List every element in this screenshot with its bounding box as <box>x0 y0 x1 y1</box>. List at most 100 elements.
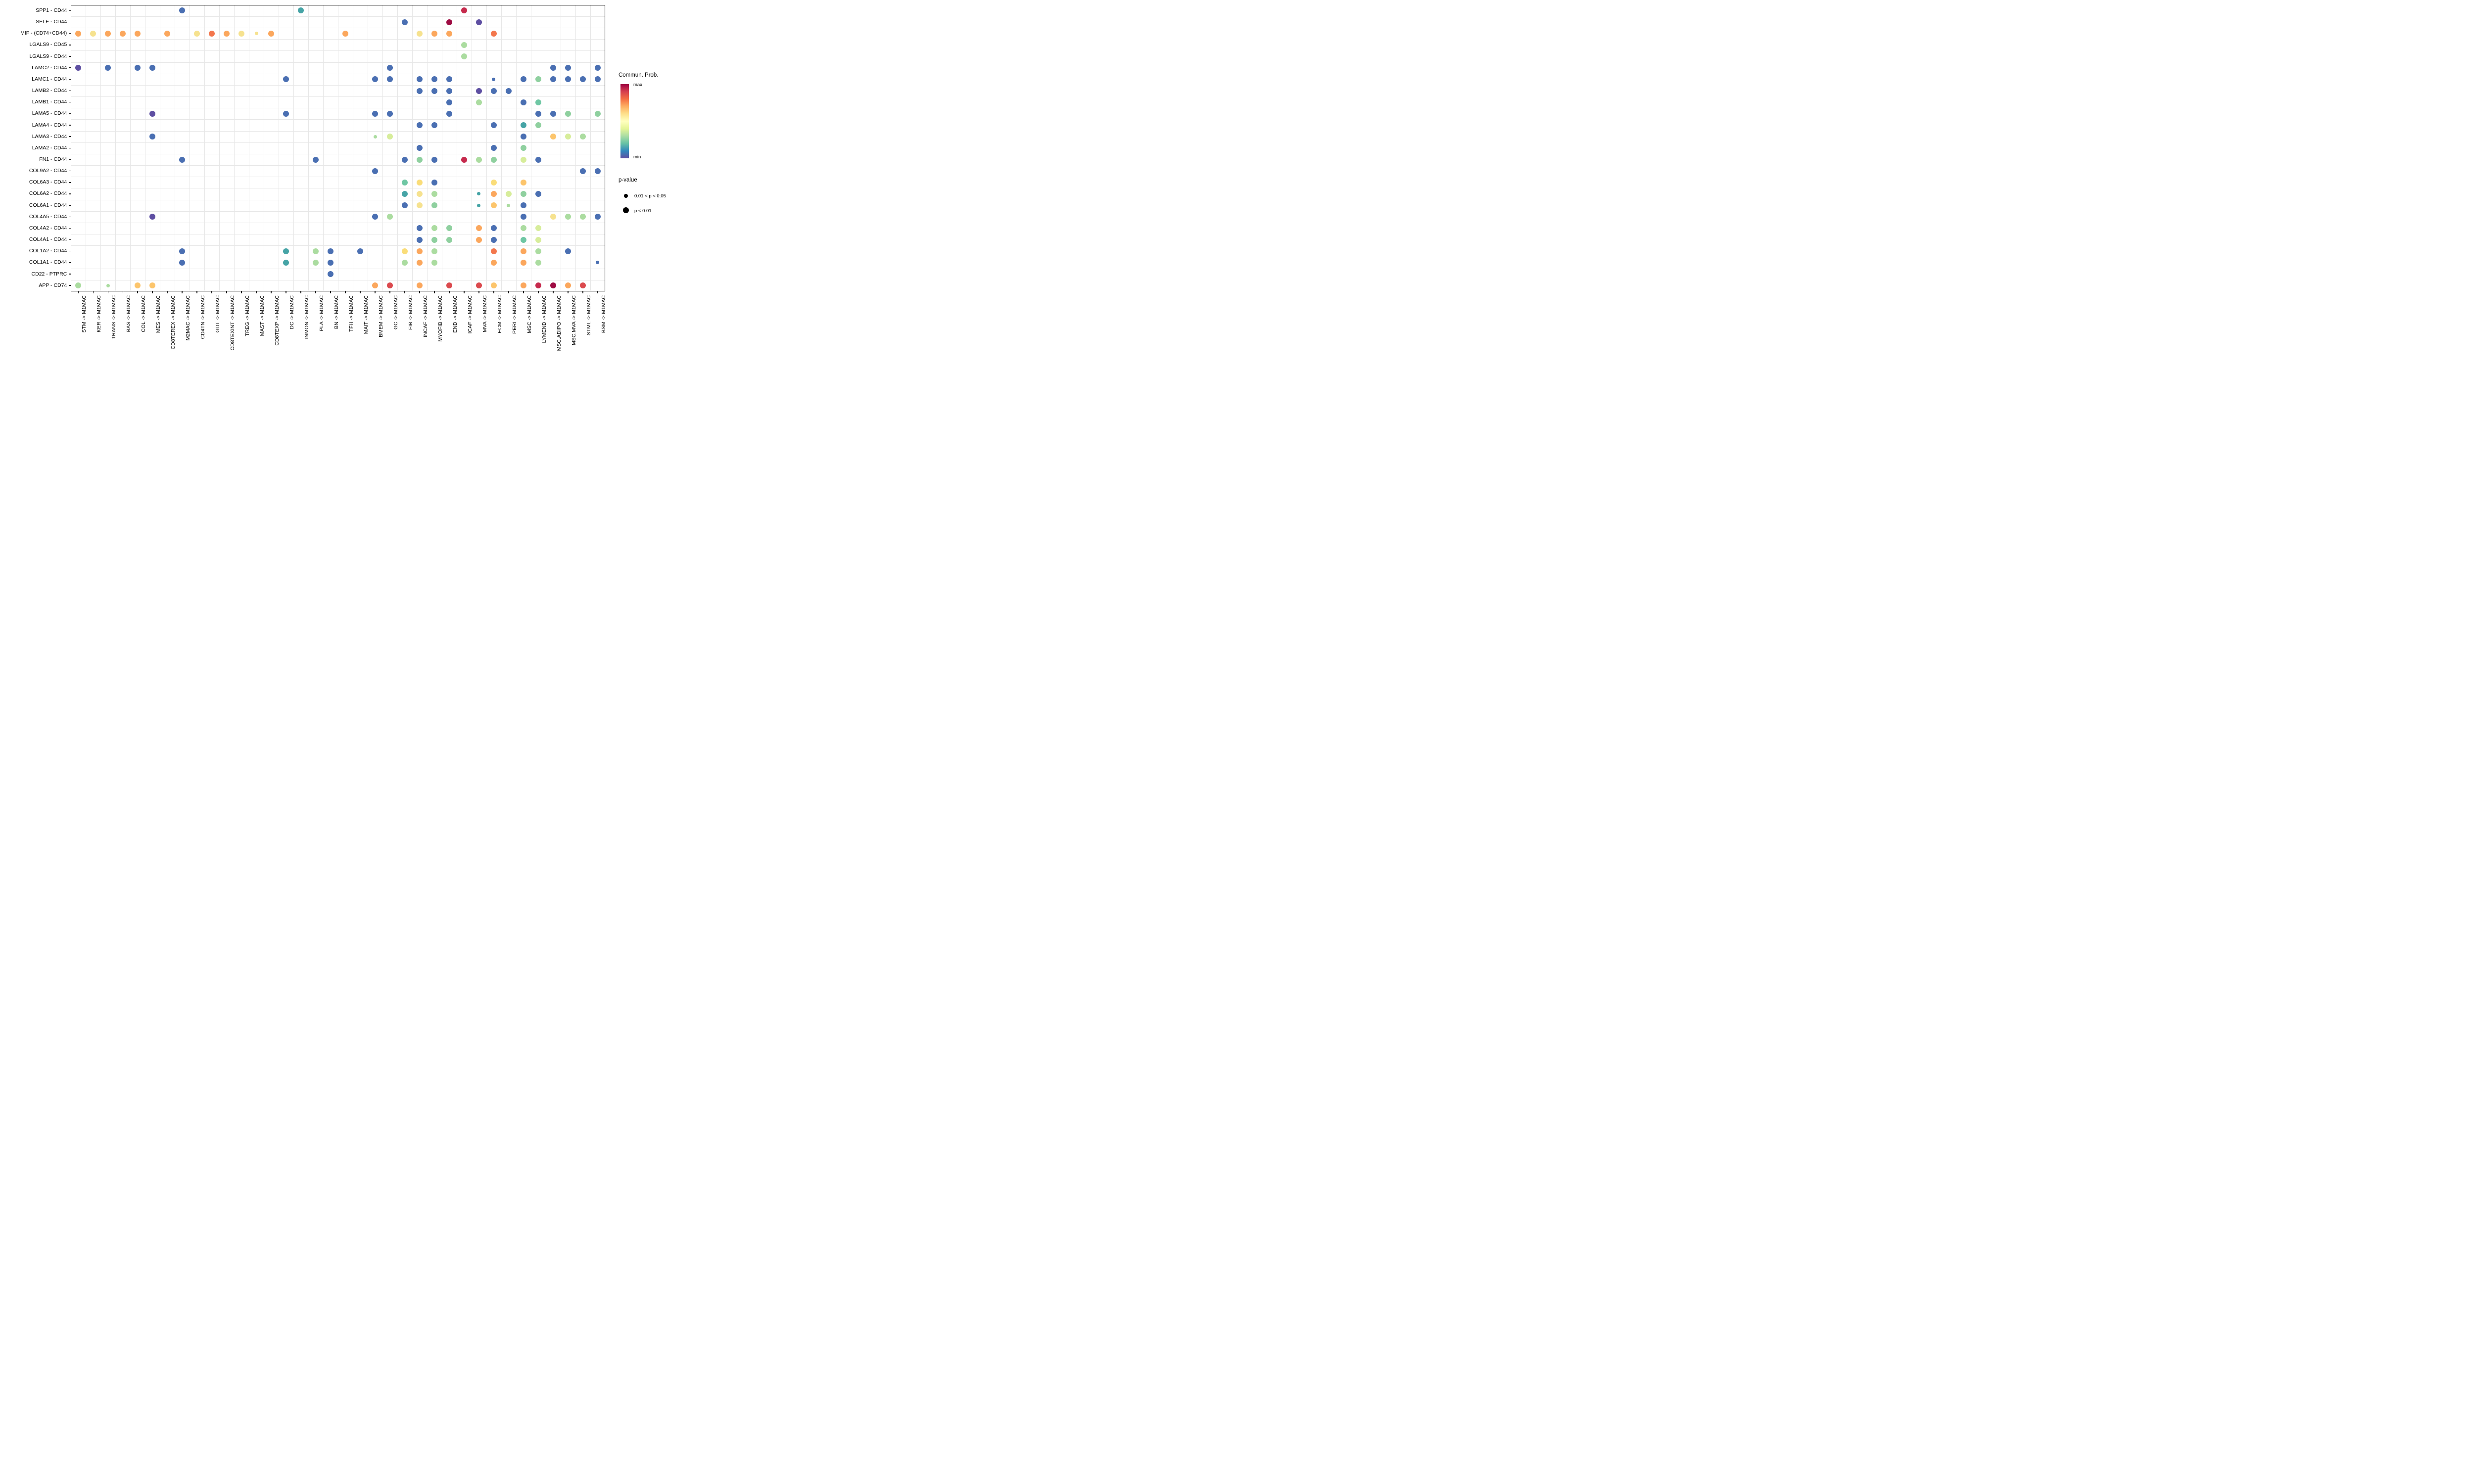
pvalue-small-dot-icon <box>624 194 628 198</box>
x-axis-tick <box>300 291 301 294</box>
y-axis-label: LGALS9 - CD44 <box>29 53 67 59</box>
v-gridline <box>234 4 235 291</box>
dot <box>417 236 423 243</box>
dot <box>476 225 482 232</box>
h-gridline <box>71 62 605 63</box>
x-axis-tick <box>582 291 583 294</box>
plot-panel-border <box>71 4 605 291</box>
x-axis-label: COL -> M1MAC <box>141 295 147 332</box>
y-axis-label: LAMA3 - CD44 <box>32 133 67 139</box>
y-axis-label: SPP1 - CD44 <box>36 7 67 13</box>
v-gridline <box>100 4 101 291</box>
x-axis-label: END -> M1MAC <box>452 295 458 333</box>
colorbar-min-label: min <box>633 154 641 160</box>
y-axis-tick <box>68 56 71 57</box>
dot <box>505 88 512 94</box>
dot <box>520 225 526 232</box>
dot <box>477 203 481 207</box>
v-gridline <box>115 4 116 291</box>
dot <box>431 179 437 186</box>
pvalue-legend-title: p-value <box>618 177 637 183</box>
h-gridline <box>71 16 605 17</box>
x-axis-label: INCAF -> M1MAC <box>423 295 428 337</box>
dot <box>520 282 526 289</box>
x-axis-tick <box>568 291 569 294</box>
dot <box>565 110 571 117</box>
x-axis-tick <box>211 291 212 294</box>
h-gridline <box>71 39 605 40</box>
v-gridline <box>516 4 517 291</box>
dot <box>446 76 452 83</box>
dot <box>596 261 600 265</box>
dot <box>224 30 230 37</box>
dot <box>565 76 571 83</box>
dot <box>535 190 541 197</box>
dot <box>179 259 186 266</box>
dot <box>417 122 423 128</box>
x-axis-tick <box>78 291 79 294</box>
v-gridline <box>501 4 502 291</box>
dot <box>565 214 571 220</box>
x-axis-tick <box>241 291 242 294</box>
x-axis-tick <box>553 291 554 294</box>
dot <box>209 30 215 37</box>
dot <box>135 65 141 71</box>
x-axis-tick <box>285 291 286 294</box>
v-gridline <box>397 4 398 291</box>
v-gridline <box>323 4 324 291</box>
dot <box>579 282 586 289</box>
dot <box>490 122 497 128</box>
h-gridline <box>71 245 605 246</box>
y-axis-tick <box>68 136 71 137</box>
y-axis-tick <box>68 10 71 11</box>
y-axis-tick <box>68 125 71 126</box>
x-axis-tick <box>419 291 420 294</box>
x-axis-label: TFH -> M1MAC <box>348 295 354 332</box>
dot <box>565 248 571 254</box>
dot <box>520 248 526 254</box>
dot <box>328 271 334 278</box>
dot <box>477 192 481 196</box>
dot <box>431 236 437 243</box>
dot <box>373 135 377 139</box>
dot <box>476 99 482 105</box>
v-gridline <box>204 4 205 291</box>
dot <box>446 236 452 243</box>
dot <box>520 179 526 186</box>
dot <box>431 248 437 254</box>
x-axis-label: KER -> M1MAC <box>96 295 102 332</box>
dot <box>520 202 526 209</box>
dot <box>550 282 556 289</box>
y-axis-label: LAMB1 - CD44 <box>32 99 67 105</box>
dot <box>535 282 541 289</box>
dot <box>313 259 319 266</box>
dot <box>402 156 408 163</box>
dot <box>490 30 497 37</box>
v-gridline <box>219 4 220 291</box>
x-axis-label: STML -> M1MAC <box>585 295 592 335</box>
y-axis-tick <box>68 193 71 194</box>
dot <box>106 283 110 287</box>
y-axis-tick <box>68 159 71 160</box>
y-axis-label: LAMC1 - CD44 <box>32 76 67 82</box>
y-axis-label: COL4A2 - CD44 <box>29 225 67 231</box>
y-axis-tick <box>68 216 71 218</box>
v-gridline <box>308 4 309 291</box>
dot <box>565 134 571 140</box>
dot <box>417 202 423 209</box>
x-axis-label: CD8TEXINT -> M1MAC <box>230 295 236 351</box>
x-axis-tick <box>226 291 227 294</box>
y-axis-tick <box>68 228 71 229</box>
dot <box>402 259 408 266</box>
dot <box>387 214 393 220</box>
y-axis-label: LAMA2 - CD44 <box>32 144 67 151</box>
dot <box>431 190 437 197</box>
dot <box>431 76 437 83</box>
dot <box>476 88 482 94</box>
x-axis-tick <box>508 291 509 294</box>
dot <box>490 225 497 232</box>
dot <box>446 225 452 232</box>
dot <box>283 248 289 254</box>
x-axis-label: BAS -> M1MAC <box>126 295 132 332</box>
x-axis-label: GC -> M1MAC <box>393 295 399 329</box>
